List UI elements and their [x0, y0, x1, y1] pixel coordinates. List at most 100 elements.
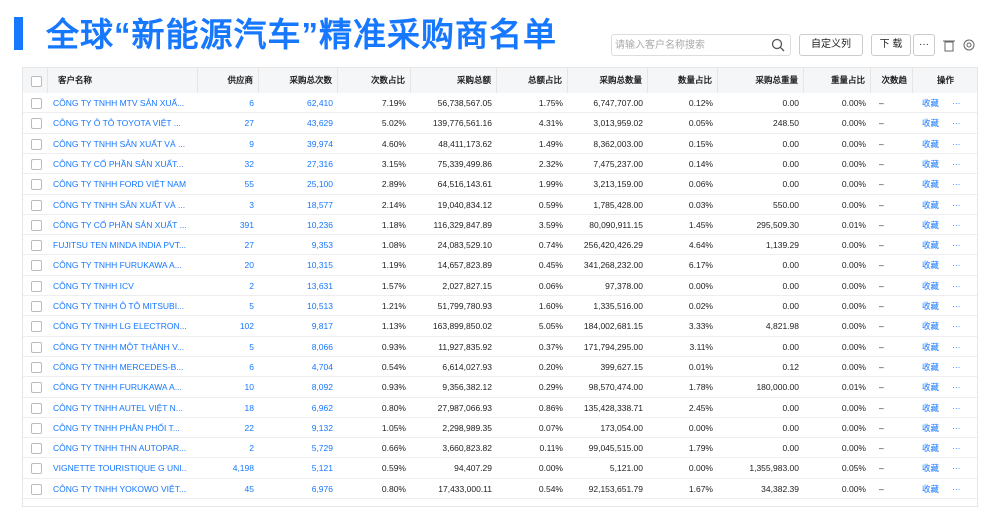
download-button[interactable]: 下 载 — [871, 34, 911, 56]
customer-name[interactable]: CÔNG TY TNHH ICV — [53, 280, 134, 291]
favorite-action[interactable]: 收藏 — [922, 219, 940, 230]
customer-name[interactable]: CÔNG TY TNHH AUTEL VIỆT N... — [53, 402, 183, 413]
customer-name[interactable]: CÔNG TY TNHH MTV SẢN XUẤ... — [53, 98, 185, 108]
more-action[interactable]: ··· — [952, 158, 961, 169]
more-action[interactable]: ··· — [952, 280, 961, 291]
more-action[interactable]: ··· — [952, 341, 961, 352]
more-action[interactable]: ··· — [952, 179, 961, 190]
favorite-action[interactable]: 收藏 — [922, 260, 940, 271]
favorite-action[interactable]: 收藏 — [922, 341, 940, 352]
column-header[interactable]: 次数占比 — [338, 68, 411, 93]
column-header[interactable]: 总额占比 — [497, 68, 568, 93]
checkbox[interactable] — [31, 118, 42, 130]
column-header[interactable]: 数量占比 — [648, 68, 718, 93]
column-header[interactable]: 重量占比 — [804, 68, 871, 93]
more-action[interactable]: ··· — [952, 301, 961, 311]
customer-name[interactable]: CÔNG TY TNHH SẢN XUẤT VÀ ... — [53, 199, 186, 210]
favorite-action[interactable]: 收藏 — [922, 240, 940, 251]
customer-name[interactable]: CÔNG TY TNHH LG ELECTRON... — [53, 321, 186, 332]
favorite-action[interactable]: 收藏 — [922, 443, 940, 454]
checkbox[interactable] — [31, 361, 42, 373]
settings-icon[interactable] — [962, 38, 976, 52]
checkbox[interactable] — [31, 422, 42, 434]
checkbox[interactable] — [31, 321, 42, 333]
table-cell: 0.12% — [688, 98, 713, 108]
more-button[interactable]: ··· — [913, 34, 935, 56]
column-header[interactable]: 采购总重量 — [718, 68, 804, 93]
checkbox[interactable] — [31, 301, 42, 312]
more-action[interactable]: ··· — [952, 199, 961, 210]
checkbox[interactable] — [31, 199, 42, 211]
column-header[interactable]: 供应商 — [198, 68, 259, 93]
table-cell: 1.67% — [688, 483, 713, 494]
more-action[interactable]: ··· — [952, 483, 961, 494]
favorite-action[interactable]: 收藏 — [922, 321, 940, 332]
more-action[interactable]: ··· — [952, 402, 961, 413]
checkbox[interactable] — [31, 98, 42, 109]
search-icon[interactable] — [771, 38, 785, 52]
checkbox[interactable] — [31, 483, 42, 495]
favorite-action[interactable]: 收藏 — [922, 483, 940, 494]
more-action[interactable]: ··· — [952, 219, 961, 230]
favorite-action[interactable]: 收藏 — [922, 402, 940, 413]
customer-name[interactable]: CÔNG TY CỔ PHẦN SẢN XUẤT ... — [53, 219, 186, 230]
column-header[interactable]: 采购总数量 — [568, 68, 648, 93]
checkbox[interactable] — [31, 179, 42, 191]
more-action[interactable]: ··· — [952, 118, 961, 129]
custom-columns-button[interactable]: 自定义列 — [799, 34, 863, 56]
checkbox[interactable] — [31, 341, 42, 353]
customer-name[interactable]: CÔNG TY TNHH YOKOWO VIỆT... — [53, 483, 186, 494]
customer-name[interactable]: CÔNG TY TNHH SẢN XUẤT VÀ ... — [53, 138, 186, 149]
favorite-action[interactable]: 收藏 — [922, 98, 940, 108]
favorite-action[interactable]: 收藏 — [922, 463, 940, 474]
checkbox[interactable] — [31, 76, 42, 87]
customer-name[interactable]: CÔNG TY Ô TÔ TOYOTA VIỆT ... — [53, 118, 181, 129]
more-action[interactable]: ··· — [952, 463, 961, 474]
customer-name[interactable]: CÔNG TY TNHH MERCEDES-B... — [53, 361, 184, 372]
favorite-action[interactable]: 收藏 — [922, 361, 940, 372]
favorite-action[interactable]: 收藏 — [922, 138, 940, 149]
favorite-action[interactable]: 收藏 — [922, 118, 940, 129]
more-action[interactable]: ··· — [952, 138, 961, 149]
checkbox[interactable] — [31, 382, 42, 394]
checkbox[interactable] — [31, 443, 42, 455]
favorite-action[interactable]: 收藏 — [922, 280, 940, 291]
more-action[interactable]: ··· — [952, 361, 961, 372]
checkbox[interactable] — [31, 158, 42, 170]
more-action[interactable]: ··· — [952, 443, 961, 454]
checkbox[interactable] — [31, 260, 42, 272]
customer-name[interactable]: CÔNG TY CỔ PHẦN SẢN XUẤT... — [53, 158, 184, 169]
customer-name[interactable]: CÔNG TY TNHH PHÂN PHỐI T... — [53, 422, 180, 433]
column-header[interactable]: 采购总次数 — [259, 68, 338, 93]
checkbox[interactable] — [31, 402, 42, 414]
column-header[interactable]: 客户名称 — [48, 68, 198, 93]
checkbox[interactable] — [31, 280, 42, 292]
customer-name[interactable]: VIGNETTE TOURISTIQUE G UNI... — [53, 463, 186, 474]
customer-name[interactable]: CÔNG TY TNHH FURUKAWA A... — [53, 382, 182, 393]
more-action[interactable]: ··· — [952, 321, 961, 332]
customer-name[interactable]: CÔNG TY TNHH MỘT THÀNH V... — [53, 341, 185, 352]
favorite-action[interactable]: 收藏 — [922, 382, 940, 393]
delete-icon[interactable] — [942, 38, 956, 52]
more-action[interactable]: ··· — [952, 382, 961, 393]
column-header[interactable]: 采购总额 — [411, 68, 497, 93]
more-action[interactable]: ··· — [952, 422, 961, 433]
more-action[interactable]: ··· — [952, 98, 961, 108]
favorite-action[interactable]: 收藏 — [922, 301, 940, 311]
favorite-action[interactable]: 收藏 — [922, 179, 940, 190]
checkbox[interactable] — [31, 219, 42, 231]
favorite-action[interactable]: 收藏 — [922, 158, 940, 169]
customer-name[interactable]: CÔNG TY TNHH FORD VIỆT NAM — [53, 179, 186, 190]
customer-name[interactable]: CÔNG TY TNHH Ô TÔ MITSUBI... — [53, 301, 185, 311]
favorite-action[interactable]: 收藏 — [922, 199, 940, 210]
more-action[interactable]: ··· — [952, 260, 961, 271]
checkbox[interactable] — [31, 138, 42, 150]
customer-name[interactable]: FUJITSU TEN MINDA INDIA PVT... — [53, 240, 186, 251]
checkbox[interactable] — [31, 463, 42, 475]
favorite-action[interactable]: 收藏 — [922, 422, 940, 433]
customer-name[interactable]: CÔNG TY TNHH THN AUTOPAR... — [53, 443, 186, 454]
more-action[interactable]: ··· — [952, 240, 961, 251]
checkbox[interactable] — [31, 240, 42, 252]
search-input[interactable]: 请输入客户名称搜索 — [611, 34, 791, 56]
customer-name[interactable]: CÔNG TY TNHH FURUKAWA A... — [53, 260, 182, 271]
